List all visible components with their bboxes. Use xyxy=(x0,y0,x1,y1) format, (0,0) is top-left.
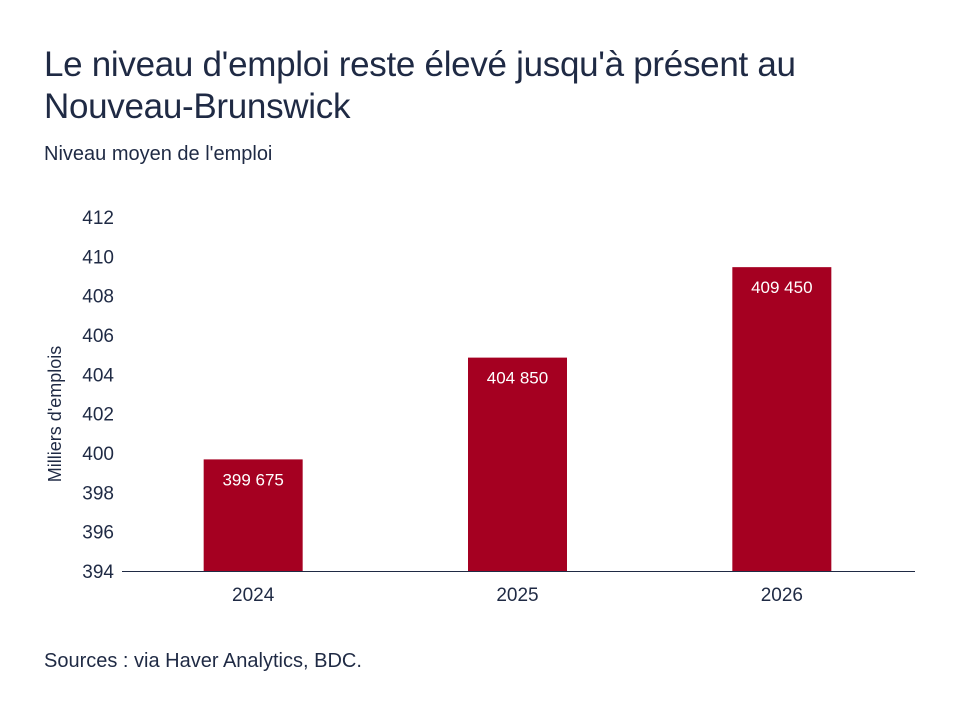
y-axis-label: Milliers d'emplois xyxy=(45,346,65,482)
chart-subtitle: Niveau moyen de l'emploi xyxy=(44,143,273,165)
y-tick-label: 400 xyxy=(82,444,114,465)
y-tick-label: 394 xyxy=(82,562,114,583)
x-axis-ticks: 2024 2025 2026 xyxy=(232,585,803,606)
bar-2024 xyxy=(203,459,303,571)
bar-value-label: 404 850 xyxy=(487,369,548,388)
y-tick-label: 410 xyxy=(82,247,114,268)
bar-2025 xyxy=(468,357,567,571)
y-tick-label: 408 xyxy=(82,287,114,308)
y-tick-label: 396 xyxy=(82,523,114,544)
y-tick-label: 406 xyxy=(82,326,114,347)
y-tick-label: 398 xyxy=(82,483,114,504)
bars: 399 675 404 850 409 450 xyxy=(203,267,832,571)
x-tick-label: 2025 xyxy=(496,585,538,606)
bar-chart: 394 396 398 400 402 404 406 408 410 412 Milliers … xyxy=(45,208,915,606)
x-tick-label: 2026 xyxy=(761,585,803,606)
source-note: Sources : via Haver Analytics, BDC. xyxy=(44,650,362,672)
chart-title: Le niveau d'emploi reste élevé jusqu'à p… xyxy=(44,45,796,126)
y-tick-label: 404 xyxy=(82,365,114,386)
x-tick-label: 2024 xyxy=(232,585,275,606)
bar-2026 xyxy=(732,267,832,571)
y-tick-label: 402 xyxy=(82,405,114,426)
bar-value-label: 409 450 xyxy=(751,278,812,297)
y-axis-ticks: 394 396 398 400 402 404 406 408 410 412 xyxy=(82,208,114,583)
bar-value-label: 399 675 xyxy=(222,470,283,489)
y-tick-label: 412 xyxy=(82,208,114,229)
